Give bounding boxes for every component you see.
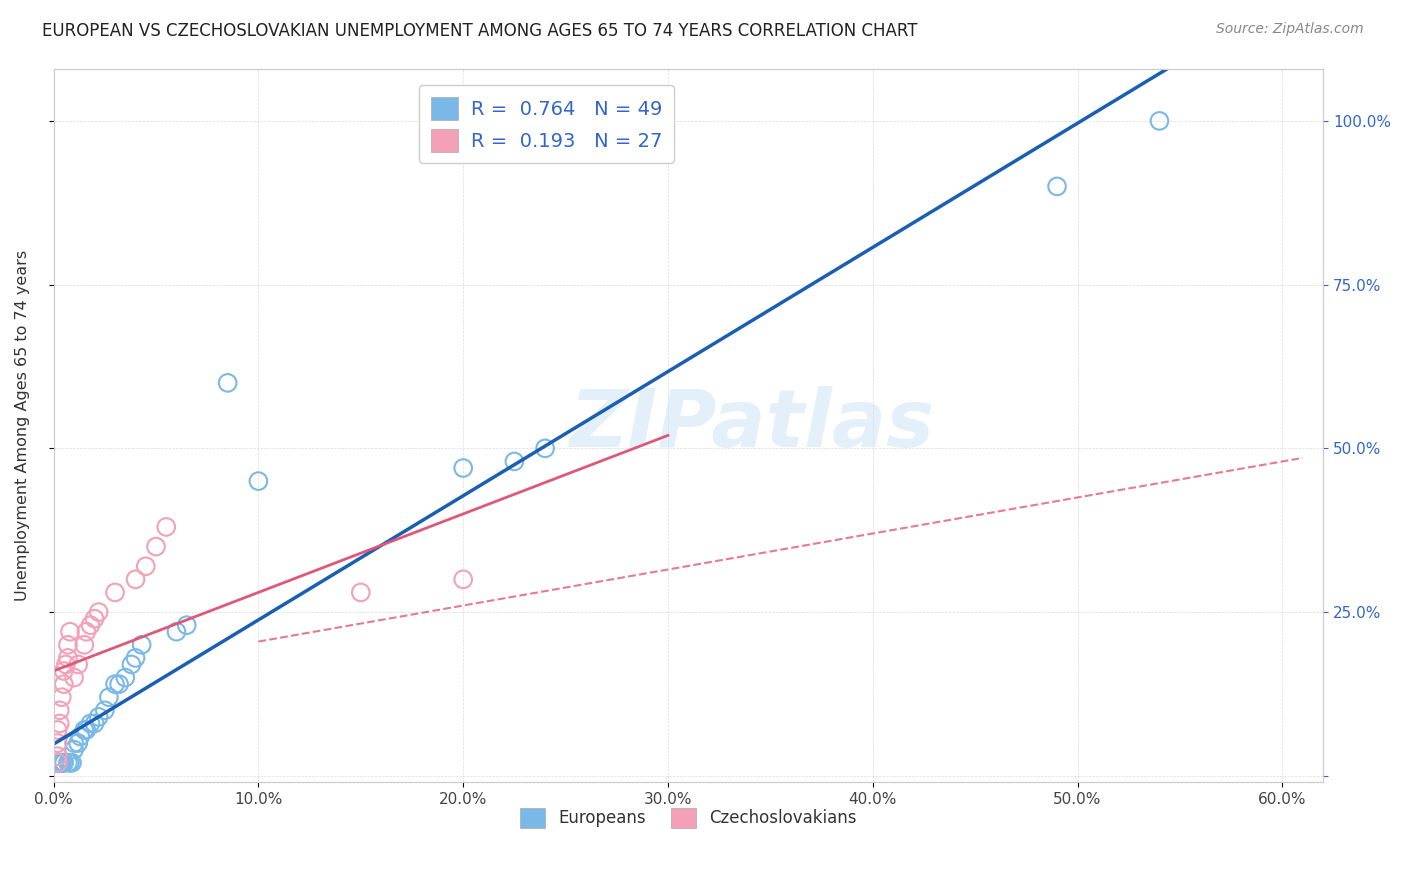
Text: EUROPEAN VS CZECHOSLOVAKIAN UNEMPLOYMENT AMONG AGES 65 TO 74 YEARS CORRELATION C: EUROPEAN VS CZECHOSLOVAKIAN UNEMPLOYMENT… [42, 22, 918, 40]
Point [52, 677, 75, 691]
Legend: Europeans, Czechoslovakians: Europeans, Czechoslovakians [513, 801, 863, 835]
Point [350, 585, 373, 599]
Point [114, 671, 136, 685]
Point [46, 756, 69, 770]
Point [124, 572, 146, 586]
Point [75, 723, 97, 737]
Point [217, 376, 239, 390]
Point [48, 756, 70, 770]
Point [46, 756, 69, 770]
Point [52, 664, 75, 678]
Point [56, 651, 79, 665]
Point [63, 742, 86, 756]
Point [534, 442, 557, 456]
Point [83, 612, 105, 626]
Point [52, 756, 75, 770]
Point [67, 657, 90, 672]
Point [46, 723, 69, 737]
Point [247, 474, 270, 488]
Point [69, 730, 91, 744]
Point [87, 710, 110, 724]
Point [120, 657, 142, 672]
Point [46, 756, 69, 770]
Point [83, 716, 105, 731]
Point [124, 651, 146, 665]
Point [48, 756, 70, 770]
Point [451, 572, 474, 586]
Point [451, 461, 474, 475]
Point [56, 638, 79, 652]
Point [46, 756, 69, 770]
Point [60, 756, 83, 770]
Point [52, 756, 75, 770]
Point [51, 690, 73, 705]
Point [108, 677, 131, 691]
Point [48, 756, 70, 770]
Point [56, 756, 79, 770]
Point [75, 624, 97, 639]
Point [73, 723, 96, 737]
Point [73, 638, 96, 652]
Point [104, 585, 127, 599]
Point [59, 624, 82, 639]
Point [46, 756, 69, 770]
Text: Source: ZipAtlas.com: Source: ZipAtlas.com [1216, 22, 1364, 37]
Point [79, 618, 101, 632]
Text: ZIPatlas: ZIPatlas [569, 386, 935, 465]
Point [48, 756, 70, 770]
Point [1046, 179, 1069, 194]
Point [67, 736, 90, 750]
Y-axis label: Unemployment Among Ages 65 to 74 years: Unemployment Among Ages 65 to 74 years [15, 250, 30, 601]
Point [46, 756, 69, 770]
Point [87, 605, 110, 619]
Point [48, 756, 70, 770]
Point [131, 638, 153, 652]
Point [63, 736, 86, 750]
Point [145, 540, 167, 554]
Point [135, 559, 157, 574]
Point [46, 749, 69, 764]
Point [176, 618, 198, 632]
Point [52, 756, 75, 770]
Point [59, 756, 82, 770]
Point [1149, 114, 1171, 128]
Point [155, 520, 177, 534]
Point [46, 756, 69, 770]
Point [46, 756, 69, 770]
Point [97, 690, 120, 705]
Point [51, 756, 73, 770]
Point [503, 454, 526, 468]
Point [55, 657, 77, 672]
Point [46, 756, 69, 770]
Point [46, 736, 69, 750]
Point [48, 703, 70, 717]
Point [104, 677, 127, 691]
Point [46, 756, 69, 770]
Point [63, 671, 86, 685]
Point [79, 716, 101, 731]
Point [51, 756, 73, 770]
Point [166, 624, 188, 639]
Point [48, 716, 70, 731]
Point [94, 703, 117, 717]
Point [46, 756, 69, 770]
